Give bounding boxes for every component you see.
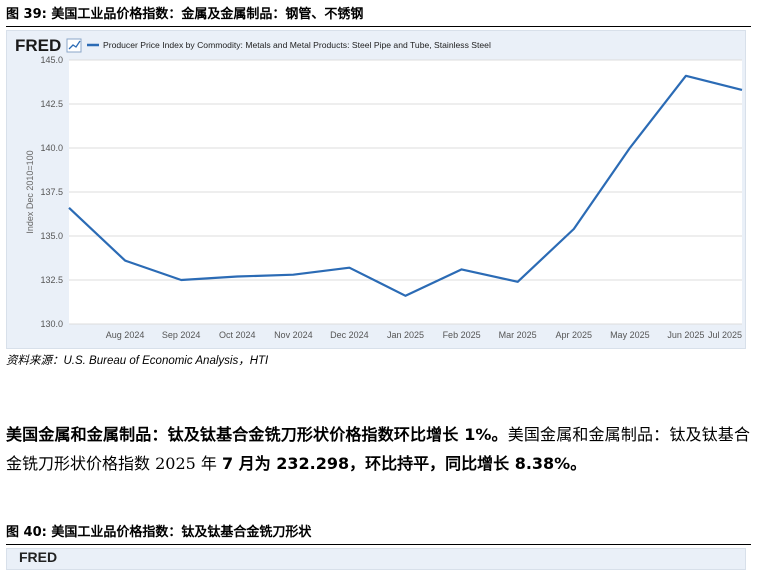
x-tick-label: Aug 2024 <box>106 330 145 340</box>
y-tick-label: 135.0 <box>40 231 63 241</box>
x-tick-label: May 2025 <box>610 330 650 340</box>
fred-chart-panel-2: FRED <box>6 548 746 570</box>
fred-logo-2: FRED <box>19 549 57 565</box>
y-tick-label: 132.5 <box>40 275 63 285</box>
x-tick-label: Mar 2025 <box>499 330 537 340</box>
paragraph-lead: 美国金属和金属制品：钛及钛基合金铣刀形状价格指数环比增长 1%。 <box>6 425 508 444</box>
y-tick-label: 145.0 <box>40 55 63 65</box>
y-tick-label: 137.5 <box>40 187 63 197</box>
x-tick-label: Feb 2025 <box>443 330 481 340</box>
x-tick-label: Jul 2025 <box>708 330 742 340</box>
source-note: 资料来源：U.S. Bureau of Economic Analysis，HT… <box>6 352 268 368</box>
y-axis-label: Index Dec 2010=100 <box>25 150 35 233</box>
paragraph-bold-values: 7 月为 232.298，环比持平，同比增长 8.38%。 <box>222 454 586 473</box>
fred-chart-panel: 145.0 142.5 140.0 137.5 135.0 132.5 130.0 Aug 2… <box>6 30 746 349</box>
legend-label: Producer Price Index by Commodity: Metal… <box>103 40 491 50</box>
x-tick-label: Dec 2024 <box>330 330 369 340</box>
line-chart: 145.0 142.5 140.0 137.5 135.0 132.5 130.0 Aug 2… <box>7 31 745 348</box>
x-tick-label: Apr 2025 <box>555 330 592 340</box>
figure-40-title: 图 40: 美国工业品价格指数：钛及钛基合金铣刀形状 <box>6 524 751 545</box>
x-tick-label: Jan 2025 <box>387 330 424 340</box>
y-tick-label: 142.5 <box>40 99 63 109</box>
analysis-paragraph: 美国金属和金属制品：钛及钛基合金铣刀形状价格指数环比增长 1%。美国金属和金属制… <box>6 420 750 478</box>
fred-logo: FRED <box>15 36 61 55</box>
y-tick-label: 130.0 <box>40 319 63 329</box>
x-tick-label: Nov 2024 <box>274 330 313 340</box>
figure-39-title: 图 39: 美国工业品价格指数：金属及金属制品：钢管、不锈钢 <box>6 6 751 27</box>
x-tick-label: Sep 2024 <box>162 330 201 340</box>
y-tick-label: 140.0 <box>40 143 63 153</box>
x-tick-label: Oct 2024 <box>219 330 256 340</box>
x-tick-label: Jun 2025 <box>667 330 704 340</box>
